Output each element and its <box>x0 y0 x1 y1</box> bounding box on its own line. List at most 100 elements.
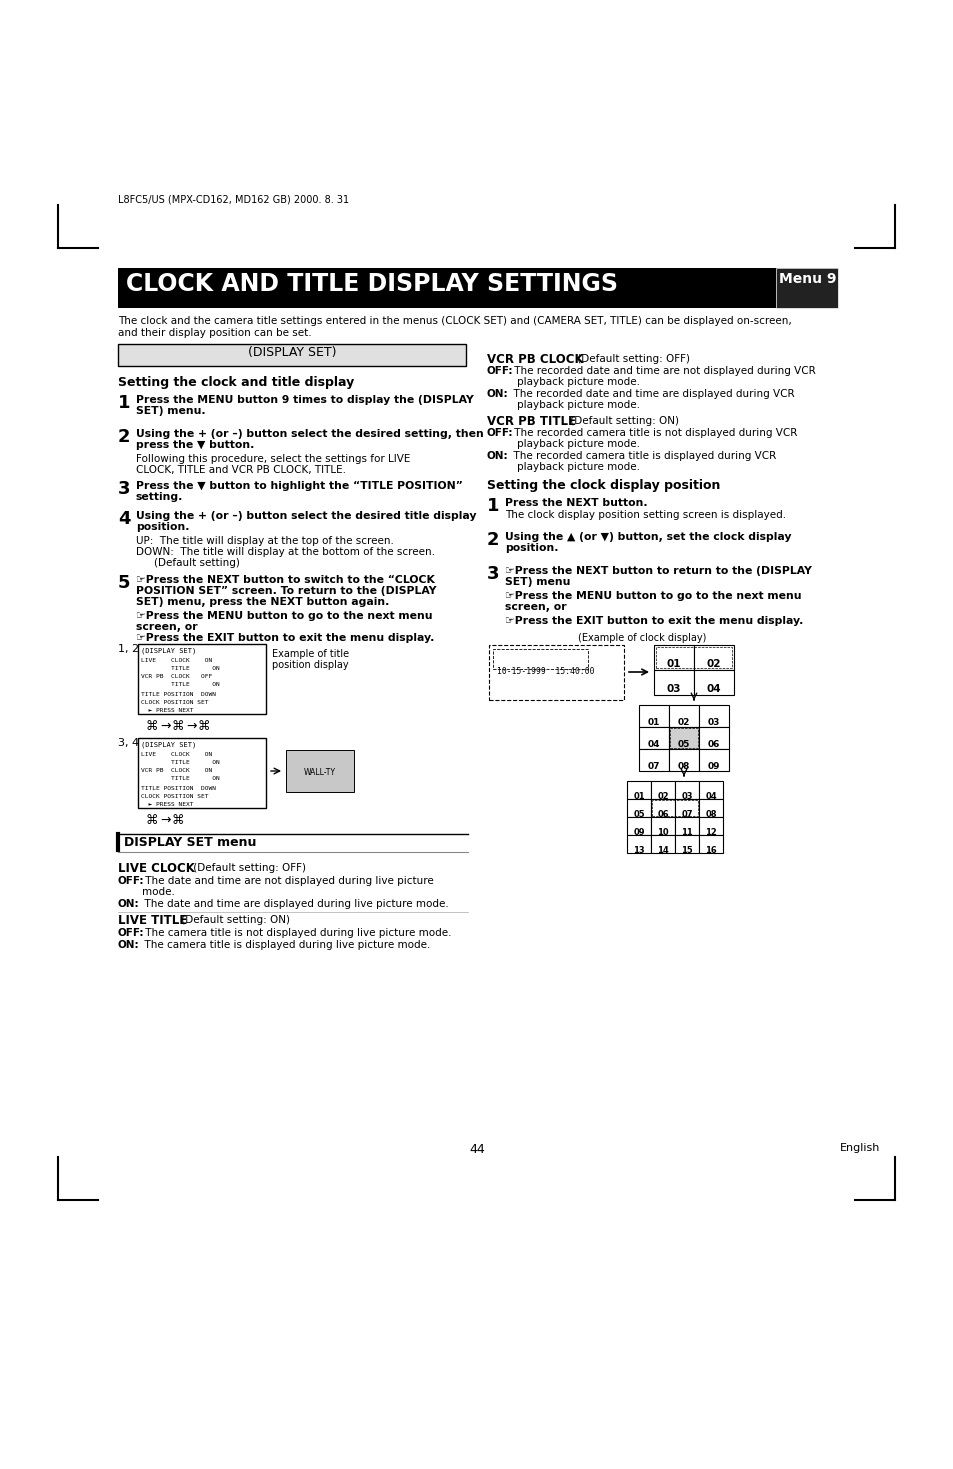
Text: playback picture mode.: playback picture mode. <box>517 378 639 386</box>
Text: 02: 02 <box>657 792 668 801</box>
Text: ON:: ON: <box>486 451 508 461</box>
Text: 06: 06 <box>657 809 668 820</box>
Text: 01: 01 <box>666 660 680 668</box>
Text: setting.: setting. <box>136 492 183 502</box>
Text: VCR PB TITLE: VCR PB TITLE <box>486 416 576 427</box>
Text: 10: 10 <box>657 829 668 837</box>
Text: 04: 04 <box>704 792 716 801</box>
Text: playback picture mode.: playback picture mode. <box>517 400 639 410</box>
Text: 07: 07 <box>680 809 692 820</box>
Text: (Example of clock display): (Example of clock display) <box>578 633 705 643</box>
Text: ⌘: ⌘ <box>146 814 158 827</box>
Text: DOWN:  The title will display at the bottom of the screen.: DOWN: The title will display at the bott… <box>136 546 435 557</box>
Text: 01: 01 <box>633 792 644 801</box>
Text: 1: 1 <box>486 497 499 516</box>
Text: 04: 04 <box>647 740 659 749</box>
Bar <box>699 817 722 834</box>
Text: OFF:: OFF: <box>118 928 144 939</box>
Bar <box>118 267 837 308</box>
Text: 1, 2: 1, 2 <box>118 643 139 654</box>
Bar <box>668 705 699 727</box>
Text: 15: 15 <box>680 846 692 855</box>
Bar <box>675 782 699 799</box>
Text: (Default setting: ON): (Default setting: ON) <box>566 416 679 426</box>
Text: 05: 05 <box>677 740 689 749</box>
Text: The camera title is displayed during live picture mode.: The camera title is displayed during liv… <box>138 940 430 950</box>
Bar <box>138 737 266 808</box>
Text: 11: 11 <box>680 829 692 837</box>
Text: Using the + (or –) button select the desired setting, then: Using the + (or –) button select the des… <box>136 429 483 439</box>
Bar <box>699 727 728 749</box>
Bar <box>675 834 699 853</box>
Text: Example of title: Example of title <box>272 649 349 660</box>
Text: 08: 08 <box>677 762 689 771</box>
Bar <box>675 817 699 834</box>
Text: ► PRESS NEXT: ► PRESS NEXT <box>141 802 193 806</box>
Text: 12: 12 <box>704 829 716 837</box>
Text: 5: 5 <box>118 574 131 592</box>
Text: Using the ▲ (or ▼) button, set the clock display: Using the ▲ (or ▼) button, set the clock… <box>504 532 791 542</box>
Text: Press the ▼ button to highlight the “TITLE POSITION”: Press the ▼ button to highlight the “TIT… <box>136 480 462 491</box>
Text: TITLE      ON: TITLE ON <box>141 759 219 765</box>
Bar <box>669 729 698 748</box>
Text: ☞Press the MENU button to go to the next menu: ☞Press the MENU button to go to the next… <box>504 591 801 601</box>
Text: The recorded date and time are displayed during VCR: The recorded date and time are displayed… <box>506 389 794 400</box>
Text: VCR PB  CLOCK    ON: VCR PB CLOCK ON <box>141 768 212 773</box>
Bar <box>626 799 650 817</box>
Text: 3: 3 <box>118 480 131 498</box>
Text: DISPLAY SET menu: DISPLAY SET menu <box>124 836 256 849</box>
Bar <box>699 749 728 771</box>
Text: position.: position. <box>504 544 558 552</box>
Text: 2: 2 <box>118 427 131 447</box>
Text: Press the NEXT button.: Press the NEXT button. <box>504 498 647 508</box>
Text: Setting the clock and title display: Setting the clock and title display <box>118 376 354 389</box>
Bar <box>639 749 668 771</box>
Text: VCR PB CLOCK: VCR PB CLOCK <box>486 353 583 366</box>
Text: ► PRESS NEXT: ► PRESS NEXT <box>141 708 193 712</box>
Text: ☞Press the MENU button to go to the next menu: ☞Press the MENU button to go to the next… <box>136 611 432 621</box>
Bar <box>650 817 675 834</box>
Bar <box>650 782 675 799</box>
Bar <box>668 749 699 771</box>
Text: Press the MENU button 9 times to display the (DISPLAY: Press the MENU button 9 times to display… <box>136 395 474 405</box>
Text: LIVE TITLE: LIVE TITLE <box>118 914 187 927</box>
Bar <box>656 646 731 668</box>
Text: SET) menu, press the NEXT button again.: SET) menu, press the NEXT button again. <box>136 596 389 607</box>
Text: (Default setting: OFF): (Default setting: OFF) <box>190 862 306 873</box>
Bar <box>699 705 728 727</box>
Text: 3, 4: 3, 4 <box>118 737 139 748</box>
Text: playback picture mode.: playback picture mode. <box>517 439 639 450</box>
Bar <box>118 344 465 366</box>
Text: CLOCK POSITION SET: CLOCK POSITION SET <box>141 701 209 705</box>
Text: ⌘: ⌘ <box>172 814 184 827</box>
Bar <box>138 643 266 714</box>
Text: →: → <box>160 814 171 827</box>
Bar <box>699 834 722 853</box>
Text: CLOCK, TITLE and VCR PB CLOCK, TITLE.: CLOCK, TITLE and VCR PB CLOCK, TITLE. <box>136 466 346 474</box>
Text: Using the + (or –) button select the desired title display: Using the + (or –) button select the des… <box>136 511 476 521</box>
Text: TITLE      ON: TITLE ON <box>141 776 219 782</box>
Text: The date and time are not displayed during live picture: The date and time are not displayed duri… <box>142 876 434 886</box>
Text: The camera title is not displayed during live picture mode.: The camera title is not displayed during… <box>142 928 451 939</box>
Text: screen, or: screen, or <box>504 602 566 613</box>
Text: 08: 08 <box>704 809 716 820</box>
Bar <box>626 817 650 834</box>
Text: press the ▼ button.: press the ▼ button. <box>136 441 254 450</box>
Text: mode.: mode. <box>142 887 174 898</box>
Text: CLOCK AND TITLE DISPLAY SETTINGS: CLOCK AND TITLE DISPLAY SETTINGS <box>126 272 618 295</box>
Text: 07: 07 <box>647 762 659 771</box>
Text: TITLE POSITION  DOWN: TITLE POSITION DOWN <box>141 786 215 790</box>
Text: LIVE    CLOCK    ON: LIVE CLOCK ON <box>141 752 212 757</box>
Text: 14: 14 <box>657 846 668 855</box>
Text: ⌘: ⌘ <box>146 720 158 733</box>
Bar <box>654 645 693 670</box>
Bar <box>699 782 722 799</box>
Text: OFF:: OFF: <box>486 366 513 376</box>
Text: OFF:: OFF: <box>118 876 144 886</box>
Text: →: → <box>160 720 171 733</box>
Text: TITLE      ON: TITLE ON <box>141 665 219 671</box>
Bar <box>651 801 698 815</box>
Text: →: → <box>186 720 196 733</box>
Text: TITLE      ON: TITLE ON <box>141 682 219 687</box>
Bar <box>650 834 675 853</box>
